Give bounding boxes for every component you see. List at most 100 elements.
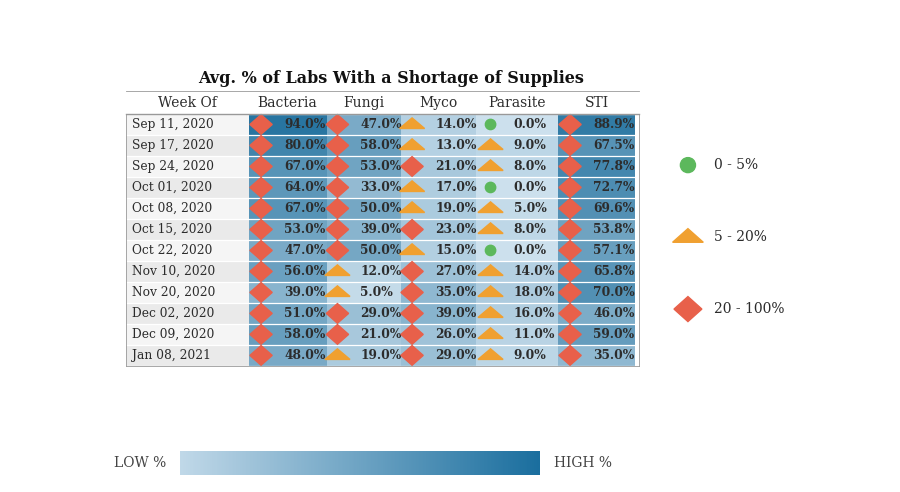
Text: 39.0%: 39.0% [361, 223, 401, 236]
Text: 0.0%: 0.0% [514, 244, 546, 257]
Text: 14.0%: 14.0% [435, 118, 476, 131]
Text: 67.5%: 67.5% [593, 139, 634, 152]
Text: 58.0%: 58.0% [284, 328, 325, 341]
Text: Week Of: Week Of [158, 95, 217, 110]
FancyBboxPatch shape [476, 261, 558, 282]
Polygon shape [559, 345, 581, 365]
Text: 0 - 5%: 0 - 5% [715, 158, 759, 172]
Polygon shape [327, 178, 348, 197]
Text: 20 - 100%: 20 - 100% [715, 302, 785, 316]
FancyBboxPatch shape [401, 114, 476, 135]
Polygon shape [327, 156, 348, 176]
Polygon shape [400, 345, 423, 365]
Polygon shape [325, 286, 350, 297]
FancyBboxPatch shape [558, 324, 634, 345]
Polygon shape [400, 181, 425, 191]
FancyBboxPatch shape [558, 282, 634, 303]
Polygon shape [327, 115, 348, 134]
Text: 16.0%: 16.0% [514, 307, 555, 320]
Text: 17.0%: 17.0% [435, 181, 477, 194]
Text: 21.0%: 21.0% [361, 328, 401, 341]
Polygon shape [400, 325, 423, 344]
FancyBboxPatch shape [327, 114, 401, 135]
Text: 29.0%: 29.0% [435, 349, 476, 362]
FancyBboxPatch shape [401, 324, 476, 345]
Polygon shape [559, 282, 581, 302]
FancyBboxPatch shape [248, 135, 327, 156]
FancyBboxPatch shape [558, 345, 634, 366]
Text: 5 - 20%: 5 - 20% [715, 230, 768, 244]
FancyBboxPatch shape [558, 240, 634, 261]
Text: 65.8%: 65.8% [593, 265, 634, 278]
FancyBboxPatch shape [476, 303, 558, 324]
Polygon shape [250, 325, 272, 344]
Text: 5.0%: 5.0% [514, 202, 546, 215]
FancyBboxPatch shape [327, 324, 401, 345]
Text: 19.0%: 19.0% [361, 349, 401, 362]
Text: 13.0%: 13.0% [435, 139, 476, 152]
Polygon shape [559, 304, 581, 323]
Text: 69.6%: 69.6% [593, 202, 634, 215]
FancyBboxPatch shape [327, 240, 401, 261]
FancyBboxPatch shape [476, 156, 558, 177]
Text: 8.0%: 8.0% [514, 223, 546, 236]
FancyBboxPatch shape [401, 282, 476, 303]
Text: 67.0%: 67.0% [284, 160, 326, 173]
Polygon shape [250, 136, 272, 155]
FancyBboxPatch shape [126, 135, 248, 156]
Text: 56.0%: 56.0% [284, 265, 325, 278]
Polygon shape [250, 262, 272, 281]
Polygon shape [327, 199, 348, 218]
Text: Dec 09, 2020: Dec 09, 2020 [132, 328, 214, 341]
Text: LOW %: LOW % [114, 457, 166, 470]
Polygon shape [559, 241, 581, 260]
Polygon shape [674, 297, 702, 322]
FancyBboxPatch shape [401, 303, 476, 324]
FancyBboxPatch shape [126, 219, 248, 240]
Ellipse shape [485, 183, 496, 192]
Polygon shape [559, 219, 581, 239]
Text: 53.0%: 53.0% [361, 160, 401, 173]
Text: Sep 11, 2020: Sep 11, 2020 [132, 118, 214, 131]
FancyBboxPatch shape [126, 114, 248, 135]
Text: 9.0%: 9.0% [514, 349, 546, 362]
FancyBboxPatch shape [248, 240, 327, 261]
Polygon shape [400, 156, 423, 176]
Text: 35.0%: 35.0% [435, 286, 476, 299]
Text: 80.0%: 80.0% [284, 139, 326, 152]
Polygon shape [478, 160, 503, 171]
Text: 72.7%: 72.7% [593, 181, 634, 194]
Text: 48.0%: 48.0% [284, 349, 326, 362]
FancyBboxPatch shape [248, 219, 327, 240]
FancyBboxPatch shape [248, 345, 327, 366]
Polygon shape [672, 229, 703, 242]
FancyBboxPatch shape [248, 114, 327, 135]
Polygon shape [250, 345, 272, 365]
Text: 0.0%: 0.0% [514, 118, 546, 131]
Text: 33.0%: 33.0% [361, 181, 401, 194]
FancyBboxPatch shape [248, 177, 327, 198]
Text: 50.0%: 50.0% [361, 202, 401, 215]
FancyBboxPatch shape [476, 345, 558, 366]
FancyBboxPatch shape [401, 135, 476, 156]
Polygon shape [478, 202, 503, 213]
Text: Oct 01, 2020: Oct 01, 2020 [132, 181, 212, 194]
FancyBboxPatch shape [327, 345, 401, 366]
FancyBboxPatch shape [327, 198, 401, 219]
Polygon shape [250, 282, 272, 302]
Polygon shape [250, 241, 272, 260]
Text: Oct 22, 2020: Oct 22, 2020 [132, 244, 212, 257]
Ellipse shape [485, 246, 496, 255]
Polygon shape [250, 178, 272, 197]
FancyBboxPatch shape [248, 261, 327, 282]
FancyBboxPatch shape [476, 240, 558, 261]
Text: Parasite: Parasite [489, 95, 545, 110]
Text: 70.0%: 70.0% [593, 286, 634, 299]
Polygon shape [327, 219, 348, 239]
Text: 5.0%: 5.0% [361, 286, 393, 299]
FancyBboxPatch shape [327, 219, 401, 240]
FancyBboxPatch shape [327, 177, 401, 198]
FancyBboxPatch shape [558, 156, 634, 177]
Polygon shape [400, 244, 425, 254]
Polygon shape [250, 304, 272, 323]
